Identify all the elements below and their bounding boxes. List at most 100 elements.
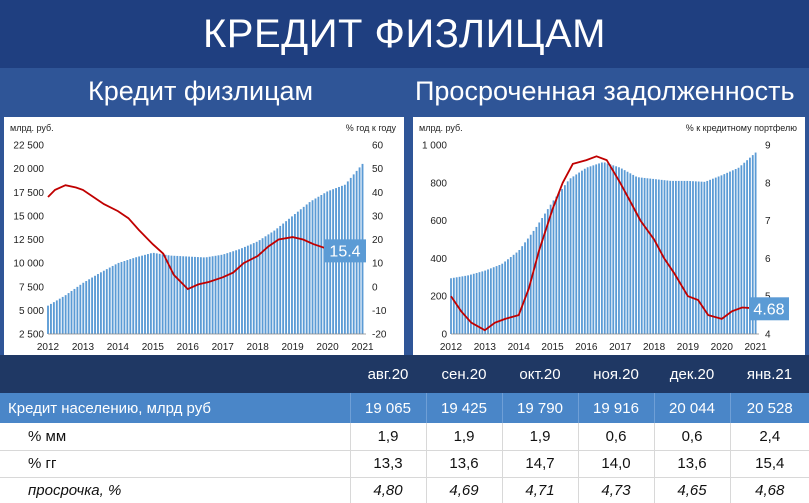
table-row: просрочка, % 4,80 4,69 4,71 4,73 4,65 4,… (0, 477, 809, 503)
chart-credit-svg: млрд. руб. % год к году 22 500 20 000 17 500… (10, 123, 397, 353)
bar (743, 162, 746, 334)
y-tick-label-right: 50 (372, 164, 384, 175)
bar (161, 254, 164, 334)
bar (91, 277, 94, 334)
bar (293, 214, 296, 334)
bar (64, 295, 67, 334)
table-header-row: авг.20 сен.20 окт.20 ноя.20 дек.20 янв.2… (0, 355, 809, 393)
bar (706, 180, 709, 334)
data-table: авг.20 сен.20 окт.20 ноя.20 дек.20 янв.2… (0, 355, 809, 503)
bar (73, 288, 76, 334)
bar (620, 168, 623, 334)
bar (288, 218, 290, 334)
bar (323, 193, 326, 334)
bar (515, 252, 518, 334)
y-tick-label-right: -10 (372, 306, 387, 317)
y-tick-label-right: 20 (372, 235, 384, 246)
bar (563, 185, 566, 334)
series-line (47, 184, 363, 291)
bar (618, 167, 620, 334)
bar (238, 249, 240, 334)
table-header-cell: дек.20 (654, 355, 730, 393)
series-line (450, 155, 756, 332)
bar (149, 253, 152, 334)
bar (635, 176, 637, 334)
bar (261, 238, 264, 334)
y-tick-label-left: 400 (430, 254, 447, 265)
x-tick-label: 2021 (351, 342, 374, 353)
table-row: % мм 1,9 1,9 1,9 0,6 0,6 2,4 (0, 423, 809, 451)
bar (147, 254, 149, 334)
x-tick-label: 2020 (316, 342, 339, 353)
bar (270, 232, 273, 334)
bar (700, 181, 703, 334)
table-cell: 20 044 (653, 393, 730, 423)
bar (314, 198, 317, 334)
table-cell: 2,4 (729, 423, 809, 451)
bar (623, 170, 626, 334)
y-tick-label-left: 600 (430, 216, 447, 227)
bar (606, 163, 609, 334)
bar (94, 275, 96, 334)
bar (249, 244, 252, 334)
bar (170, 255, 173, 334)
table-row: Кредит населению, млрд руб 19 065 19 425… (0, 393, 809, 423)
x-tick-label: 2013 (72, 342, 95, 353)
bar (717, 176, 720, 334)
bar (609, 164, 612, 334)
bar (481, 271, 484, 334)
callout-box (324, 239, 366, 263)
bar (467, 275, 469, 334)
bar (97, 274, 99, 334)
x-tick-label: 2018 (247, 342, 270, 353)
table-cell: 15,4 (729, 450, 809, 478)
table-cell: 4,80 (349, 477, 426, 503)
table-cell: 4,69 (425, 477, 502, 503)
bar (489, 268, 492, 334)
bar (135, 257, 138, 334)
bar (549, 204, 552, 334)
bar (85, 281, 88, 334)
bar (76, 286, 79, 334)
y-tick-label-left: 2 500 (19, 330, 44, 341)
bar (308, 202, 311, 334)
right-axis-unit: % год к году (346, 123, 397, 133)
x-tick-label: 2020 (711, 342, 734, 353)
table-cell: 4,71 (501, 477, 578, 503)
bar (507, 259, 509, 334)
bar (561, 188, 563, 334)
y-tick-label-right: 6 (765, 254, 771, 265)
bar (126, 260, 129, 334)
bar (123, 261, 126, 334)
bar (521, 246, 524, 334)
y-tick-label-left: 200 (430, 292, 447, 303)
bar (58, 298, 61, 334)
bar (729, 171, 731, 334)
bar (55, 300, 58, 334)
y-tick-label-right: 5 (765, 292, 771, 303)
callout-value: 4.68 (753, 301, 784, 318)
bar (226, 253, 229, 334)
row-label: % мм (0, 423, 350, 451)
bar (276, 228, 279, 334)
bar (740, 165, 743, 334)
table-header-cell (0, 355, 350, 393)
bar (646, 178, 649, 334)
y-tick-label-right: 0 (372, 282, 378, 293)
left-axis-unit: млрд. руб. (10, 123, 54, 133)
bar (566, 181, 569, 334)
bar (612, 165, 615, 334)
table-cell: 14,0 (577, 450, 654, 478)
bar (82, 282, 85, 334)
bar (235, 250, 238, 334)
bar (152, 252, 155, 334)
bar (487, 269, 489, 334)
bar (194, 256, 196, 334)
page-title: КРЕДИТ ФИЗЛИЦАМ (0, 0, 809, 68)
callout-box (749, 297, 789, 321)
bar (586, 167, 589, 334)
bar (501, 263, 504, 334)
bar (302, 206, 305, 334)
bar (572, 176, 575, 334)
